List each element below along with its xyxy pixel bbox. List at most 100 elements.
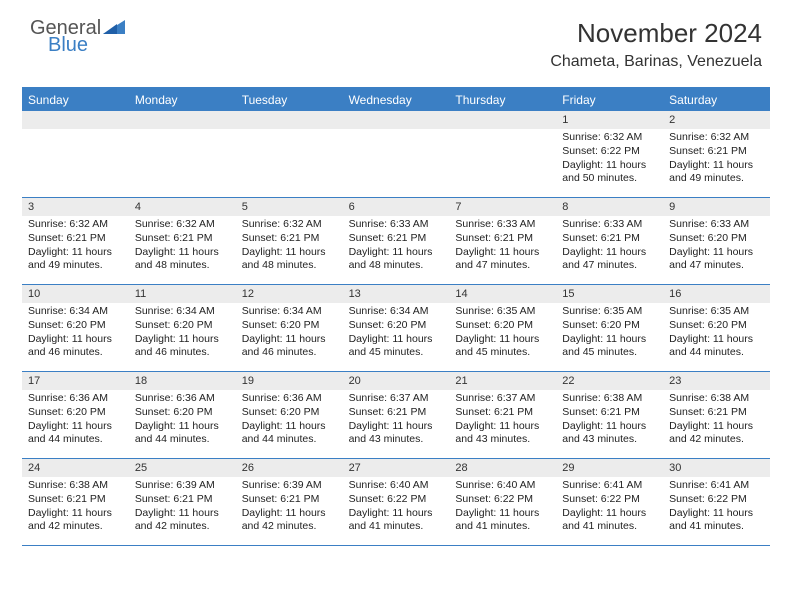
sunset-line: Sunset: 6:22 PM <box>669 493 764 507</box>
cell-body: Sunrise: 6:36 AMSunset: 6:20 PMDaylight:… <box>236 390 343 451</box>
daylight-line: Daylight: 11 hours and 47 minutes. <box>562 246 657 273</box>
sunset-line: Sunset: 6:20 PM <box>669 232 764 246</box>
daynum-blank <box>449 111 556 129</box>
sunset-line: Sunset: 6:20 PM <box>562 319 657 333</box>
cell-body: Sunrise: 6:40 AMSunset: 6:22 PMDaylight:… <box>449 477 556 538</box>
logo-triangle-icon <box>103 18 125 38</box>
day-number: 3 <box>22 198 129 216</box>
daylight-line: Daylight: 11 hours and 48 minutes. <box>349 246 444 273</box>
daylight-line: Daylight: 11 hours and 46 minutes. <box>28 333 123 360</box>
sunset-line: Sunset: 6:20 PM <box>28 319 123 333</box>
day-header: Friday <box>556 89 663 111</box>
sunrise-line: Sunrise: 6:38 AM <box>562 392 657 406</box>
week-row: 10Sunrise: 6:34 AMSunset: 6:20 PMDayligh… <box>22 285 770 372</box>
calendar-cell: 20Sunrise: 6:37 AMSunset: 6:21 PMDayligh… <box>343 372 450 458</box>
daylight-line: Daylight: 11 hours and 48 minutes. <box>135 246 230 273</box>
cell-body: Sunrise: 6:33 AMSunset: 6:21 PMDaylight:… <box>556 216 663 277</box>
daylight-line: Daylight: 11 hours and 49 minutes. <box>669 159 764 186</box>
calendar-cell: 13Sunrise: 6:34 AMSunset: 6:20 PMDayligh… <box>343 285 450 371</box>
cell-body: Sunrise: 6:39 AMSunset: 6:21 PMDaylight:… <box>236 477 343 538</box>
day-number: 1 <box>556 111 663 129</box>
sunset-line: Sunset: 6:21 PM <box>28 232 123 246</box>
cell-body: Sunrise: 6:33 AMSunset: 6:21 PMDaylight:… <box>343 216 450 277</box>
sunset-line: Sunset: 6:20 PM <box>135 319 230 333</box>
sunrise-line: Sunrise: 6:34 AM <box>135 305 230 319</box>
month-title: November 2024 <box>550 18 762 49</box>
cell-body: Sunrise: 6:32 AMSunset: 6:22 PMDaylight:… <box>556 129 663 190</box>
sunset-line: Sunset: 6:20 PM <box>669 319 764 333</box>
cell-body: Sunrise: 6:37 AMSunset: 6:21 PMDaylight:… <box>449 390 556 451</box>
day-number: 6 <box>343 198 450 216</box>
day-number: 20 <box>343 372 450 390</box>
sunrise-line: Sunrise: 6:37 AM <box>349 392 444 406</box>
sunrise-line: Sunrise: 6:32 AM <box>135 218 230 232</box>
cell-body: Sunrise: 6:37 AMSunset: 6:21 PMDaylight:… <box>343 390 450 451</box>
sunset-line: Sunset: 6:20 PM <box>242 406 337 420</box>
calendar-cell-empty <box>236 111 343 197</box>
sunrise-line: Sunrise: 6:34 AM <box>28 305 123 319</box>
day-number: 22 <box>556 372 663 390</box>
day-number: 15 <box>556 285 663 303</box>
week-row: 1Sunrise: 6:32 AMSunset: 6:22 PMDaylight… <box>22 111 770 198</box>
day-number: 5 <box>236 198 343 216</box>
daylight-line: Daylight: 11 hours and 41 minutes. <box>562 507 657 534</box>
day-number: 27 <box>343 459 450 477</box>
sunset-line: Sunset: 6:21 PM <box>562 232 657 246</box>
cell-body: Sunrise: 6:34 AMSunset: 6:20 PMDaylight:… <box>22 303 129 364</box>
calendar-cell-empty <box>22 111 129 197</box>
daylight-line: Daylight: 11 hours and 41 minutes. <box>455 507 550 534</box>
daylight-line: Daylight: 11 hours and 44 minutes. <box>135 420 230 447</box>
sunset-line: Sunset: 6:22 PM <box>455 493 550 507</box>
sunrise-line: Sunrise: 6:39 AM <box>135 479 230 493</box>
sunrise-line: Sunrise: 6:32 AM <box>242 218 337 232</box>
sunset-line: Sunset: 6:21 PM <box>135 232 230 246</box>
cell-body: Sunrise: 6:39 AMSunset: 6:21 PMDaylight:… <box>129 477 236 538</box>
calendar-cell: 5Sunrise: 6:32 AMSunset: 6:21 PMDaylight… <box>236 198 343 284</box>
sunset-line: Sunset: 6:21 PM <box>455 232 550 246</box>
calendar-cell: 27Sunrise: 6:40 AMSunset: 6:22 PMDayligh… <box>343 459 450 545</box>
sunset-line: Sunset: 6:21 PM <box>349 232 444 246</box>
sunrise-line: Sunrise: 6:33 AM <box>349 218 444 232</box>
daylight-line: Daylight: 11 hours and 43 minutes. <box>562 420 657 447</box>
daylight-line: Daylight: 11 hours and 48 minutes. <box>242 246 337 273</box>
day-number: 9 <box>663 198 770 216</box>
week-row: 17Sunrise: 6:36 AMSunset: 6:20 PMDayligh… <box>22 372 770 459</box>
sunset-line: Sunset: 6:20 PM <box>28 406 123 420</box>
cell-body: Sunrise: 6:33 AMSunset: 6:20 PMDaylight:… <box>663 216 770 277</box>
sunrise-line: Sunrise: 6:36 AM <box>28 392 123 406</box>
daylight-line: Daylight: 11 hours and 41 minutes. <box>669 507 764 534</box>
sunset-line: Sunset: 6:21 PM <box>349 406 444 420</box>
calendar-cell: 1Sunrise: 6:32 AMSunset: 6:22 PMDaylight… <box>556 111 663 197</box>
calendar-cell: 23Sunrise: 6:38 AMSunset: 6:21 PMDayligh… <box>663 372 770 458</box>
sunset-line: Sunset: 6:21 PM <box>242 232 337 246</box>
daylight-line: Daylight: 11 hours and 47 minutes. <box>455 246 550 273</box>
day-number: 11 <box>129 285 236 303</box>
daynum-blank <box>236 111 343 129</box>
cell-body: Sunrise: 6:40 AMSunset: 6:22 PMDaylight:… <box>343 477 450 538</box>
calendar-cell: 26Sunrise: 6:39 AMSunset: 6:21 PMDayligh… <box>236 459 343 545</box>
sunset-line: Sunset: 6:20 PM <box>135 406 230 420</box>
calendar: SundayMondayTuesdayWednesdayThursdayFrid… <box>22 87 770 546</box>
calendar-cell: 3Sunrise: 6:32 AMSunset: 6:21 PMDaylight… <box>22 198 129 284</box>
cell-body: Sunrise: 6:38 AMSunset: 6:21 PMDaylight:… <box>663 390 770 451</box>
sunrise-line: Sunrise: 6:32 AM <box>562 131 657 145</box>
daylight-line: Daylight: 11 hours and 47 minutes. <box>669 246 764 273</box>
sunset-line: Sunset: 6:20 PM <box>455 319 550 333</box>
cell-body: Sunrise: 6:41 AMSunset: 6:22 PMDaylight:… <box>556 477 663 538</box>
calendar-cell: 6Sunrise: 6:33 AMSunset: 6:21 PMDaylight… <box>343 198 450 284</box>
cell-body: Sunrise: 6:32 AMSunset: 6:21 PMDaylight:… <box>22 216 129 277</box>
calendar-cell-empty <box>343 111 450 197</box>
day-number: 24 <box>22 459 129 477</box>
cell-body: Sunrise: 6:36 AMSunset: 6:20 PMDaylight:… <box>129 390 236 451</box>
day-number: 8 <box>556 198 663 216</box>
sunrise-line: Sunrise: 6:37 AM <box>455 392 550 406</box>
sunrise-line: Sunrise: 6:39 AM <box>242 479 337 493</box>
daylight-line: Daylight: 11 hours and 49 minutes. <box>28 246 123 273</box>
daylight-line: Daylight: 11 hours and 50 minutes. <box>562 159 657 186</box>
cell-body: Sunrise: 6:33 AMSunset: 6:21 PMDaylight:… <box>449 216 556 277</box>
sunrise-line: Sunrise: 6:36 AM <box>242 392 337 406</box>
daylight-line: Daylight: 11 hours and 46 minutes. <box>135 333 230 360</box>
calendar-cell: 14Sunrise: 6:35 AMSunset: 6:20 PMDayligh… <box>449 285 556 371</box>
cell-body: Sunrise: 6:32 AMSunset: 6:21 PMDaylight:… <box>236 216 343 277</box>
day-number: 13 <box>343 285 450 303</box>
